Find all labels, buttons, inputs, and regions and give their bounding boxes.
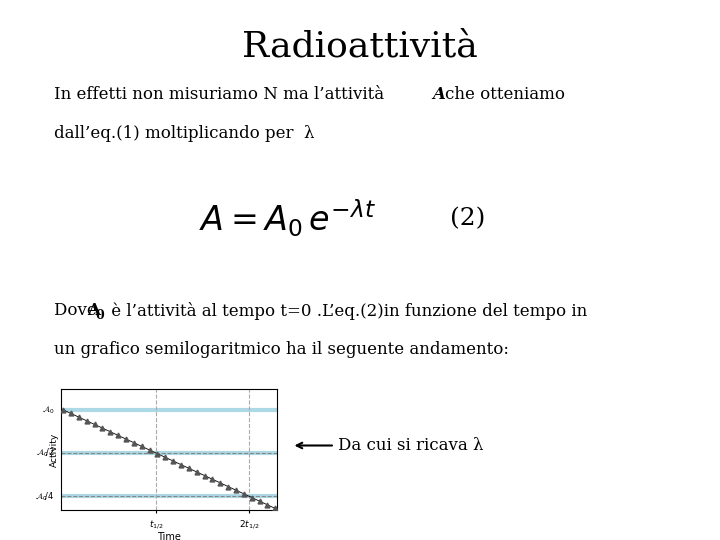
Text: Dove: Dove — [54, 302, 102, 319]
X-axis label: Time: Time — [157, 532, 181, 540]
Text: che otteniamo: che otteniamo — [445, 86, 565, 103]
Text: (2): (2) — [450, 207, 485, 230]
Text: In effetti non misuriamo N ma l’attività: In effetti non misuriamo N ma l’attività — [54, 86, 390, 103]
Text: $\mathcal{A}_0$: $\mathcal{A}_0$ — [42, 404, 55, 416]
Text: $\mathcal{A}_0\!/4$: $\mathcal{A}_0\!/4$ — [35, 490, 55, 503]
Text: dall’eq.(1) moltiplicando per  λ: dall’eq.(1) moltiplicando per λ — [54, 125, 315, 142]
Text: Radioattività: Radioattività — [242, 30, 478, 64]
Text: 0: 0 — [96, 309, 104, 322]
Text: un grafico semilogaritmico ha il seguente andamento:: un grafico semilogaritmico ha il seguent… — [54, 341, 509, 358]
Text: $A = A_0\,e^{-\lambda t}$: $A = A_0\,e^{-\lambda t}$ — [199, 198, 377, 239]
Text: A: A — [87, 302, 100, 319]
Y-axis label: Activity: Activity — [50, 433, 58, 467]
Text: è l’attività al tempo t=0 .L’eq.(2)in funzione del tempo in: è l’attività al tempo t=0 .L’eq.(2)in fu… — [106, 302, 587, 320]
Text: A: A — [432, 86, 445, 103]
Text: Da cui si ricava λ: Da cui si ricava λ — [338, 437, 484, 454]
Text: $\mathcal{A}_0\!/2$: $\mathcal{A}_0\!/2$ — [36, 447, 55, 460]
